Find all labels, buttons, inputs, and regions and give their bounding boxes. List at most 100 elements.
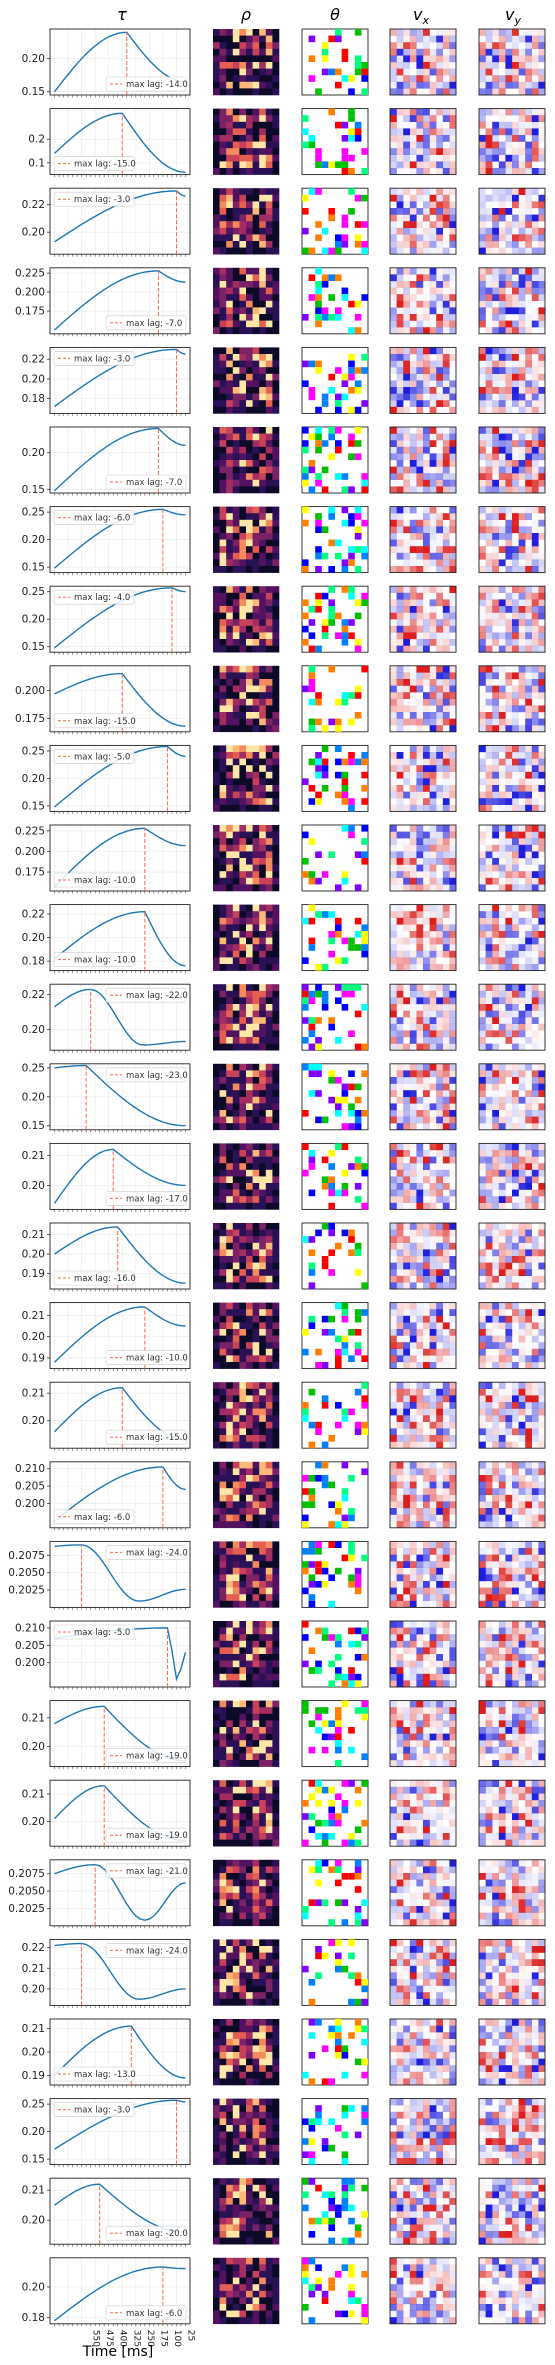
- rho-cell: [246, 745, 253, 753]
- vy-cell: [485, 241, 493, 248]
- vy-cell: [492, 645, 499, 653]
- theta-cell: [361, 752, 368, 759]
- vy-cell: [492, 533, 499, 540]
- vx-cell: [390, 546, 397, 553]
- vy-cell: [538, 917, 546, 925]
- rho-cell: [219, 141, 227, 149]
- rho-cell: [259, 884, 267, 892]
- vy-cell: [499, 858, 506, 865]
- vy-cell: [512, 831, 519, 839]
- vy-cell: [498, 479, 506, 487]
- vx-cell: [449, 400, 456, 407]
- rho-cell: [252, 685, 260, 693]
- theta-cell: [354, 427, 362, 434]
- vy-cell: [499, 626, 506, 633]
- vy-cell: [512, 75, 519, 82]
- rho-cell: [213, 712, 220, 719]
- rho-cell: [219, 911, 227, 919]
- vx-cell: [409, 281, 417, 288]
- vx-cell: [390, 42, 397, 49]
- rho-cell: [259, 825, 267, 832]
- vx-cell: [442, 858, 450, 865]
- vx-cell: [436, 931, 443, 938]
- rho-cell: [239, 672, 247, 680]
- rho-cell: [265, 990, 273, 998]
- rho-cell: [259, 513, 267, 521]
- vx-cell: [390, 679, 397, 686]
- vy-cell: [505, 360, 513, 368]
- vy-cell: [512, 168, 519, 175]
- vx-cell: [436, 48, 443, 56]
- rho-cell: [226, 752, 234, 759]
- rho-cell: [226, 844, 234, 852]
- vy-cell: [531, 639, 539, 646]
- vy-cell: [479, 88, 486, 96]
- rho-cell: [226, 539, 234, 547]
- vx-cell: [442, 665, 450, 673]
- vx-cell: [409, 552, 417, 560]
- vy-cell: [512, 858, 519, 865]
- vy-cell: [532, 792, 539, 799]
- rho-cell: [232, 48, 240, 56]
- vx-cell: [390, 785, 397, 792]
- vy-cell: [512, 725, 519, 732]
- tau-frame: [49, 983, 191, 1051]
- vx-cell: [442, 533, 450, 540]
- vy-cell: [525, 838, 532, 845]
- rho-cell: [252, 752, 260, 759]
- vx-cell: [410, 666, 417, 673]
- theta-cell: [302, 612, 309, 620]
- vx-cell: [390, 208, 397, 215]
- vx-cell: [403, 619, 410, 626]
- vx-cell: [390, 606, 397, 613]
- tau-legend: max lag: -4.0: [53, 589, 135, 605]
- vy-cell: [492, 247, 499, 255]
- rho-cell: [213, 924, 220, 932]
- vx-cell: [423, 771, 430, 779]
- vy-cell: [485, 625, 493, 633]
- vx-cell: [423, 234, 430, 242]
- vx-cell: [390, 990, 397, 998]
- vx-cell: [442, 327, 450, 334]
- vx-cell: [396, 904, 404, 912]
- rho-cell: [226, 281, 234, 288]
- rho-cell: [239, 1037, 247, 1044]
- vx-cell: [396, 798, 404, 805]
- vy-cell: [531, 904, 539, 912]
- vy-cell: [531, 453, 539, 461]
- vx-cell: [396, 347, 404, 355]
- theta-cell: [302, 917, 309, 925]
- vx-frame: [389, 346, 457, 414]
- vy-cell: [498, 121, 506, 129]
- vy-cell: [531, 825, 539, 832]
- rho-cell: [219, 632, 227, 640]
- vy-cell: [519, 911, 526, 918]
- rho-cell: [259, 712, 267, 719]
- rho-cell: [213, 599, 220, 607]
- rho-cell: [239, 406, 247, 414]
- vx-cell: [403, 725, 410, 732]
- vy-cell: [485, 148, 493, 155]
- theta-cell: [328, 506, 335, 514]
- vy-cell: [531, 427, 539, 434]
- vy-cell: [512, 88, 519, 95]
- theta-cell: [348, 373, 355, 381]
- theta-cell: [335, 931, 342, 938]
- vy-cell: [505, 533, 513, 540]
- rho-cell: [252, 559, 260, 567]
- rho-cell: [252, 745, 260, 753]
- vy-cell: [492, 380, 499, 388]
- vy-cell: [492, 546, 499, 553]
- rho-cell: [265, 519, 273, 527]
- rho-cell: [213, 427, 220, 434]
- rho-cell: [265, 68, 273, 76]
- vx-cell: [442, 168, 450, 175]
- vx-cell: [442, 208, 450, 215]
- vy-cell: [531, 393, 539, 401]
- vx-cell: [403, 466, 410, 474]
- rho-cell: [213, 586, 220, 594]
- rho-cell: [232, 599, 240, 607]
- theta-cell: [321, 42, 329, 49]
- rho-cell: [226, 440, 234, 448]
